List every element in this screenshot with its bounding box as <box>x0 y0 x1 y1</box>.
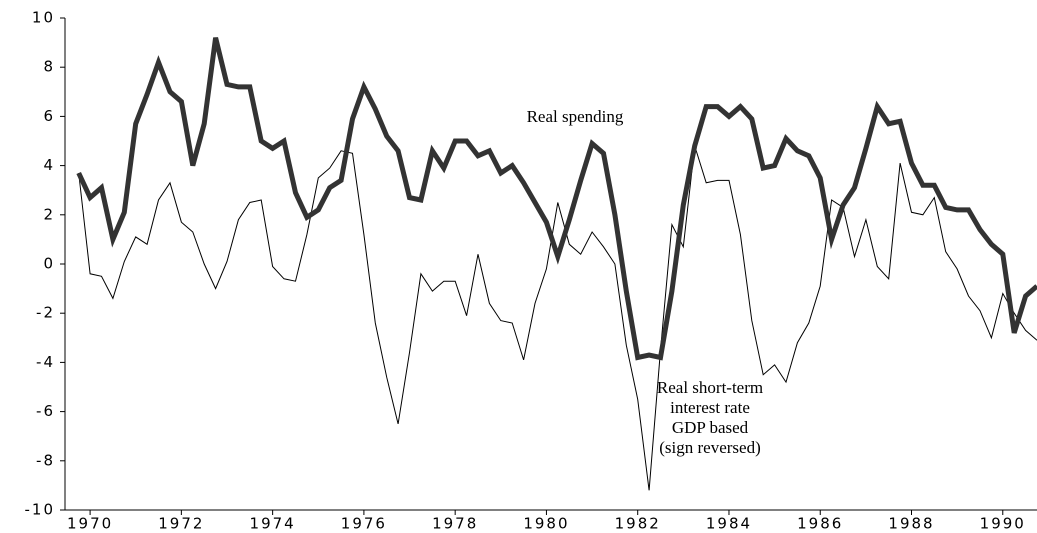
x-tick-label: 1978 <box>432 515 478 533</box>
annotation-line: Real short-term <box>657 378 763 397</box>
series-line <box>78 145 1037 491</box>
y-tick-label: -2 <box>36 304 55 322</box>
series-line <box>76 37 1037 361</box>
annotation: Real spending <box>527 107 624 126</box>
x-tick-label: 1974 <box>250 515 296 533</box>
y-tick-label: 8 <box>43 58 55 76</box>
annotation-line: GDP based <box>672 418 749 437</box>
x-tick-label: 1990 <box>980 515 1026 533</box>
y-tick-label: -6 <box>36 402 55 420</box>
y-tick-label: 4 <box>43 156 55 174</box>
x-tick-label: 1984 <box>706 515 752 533</box>
y-tick-label: -8 <box>36 451 55 469</box>
annotation-line: Real spending <box>527 107 624 126</box>
x-tick-label: 1982 <box>615 515 661 533</box>
x-tick-label: 1980 <box>523 515 569 533</box>
x-tick-label: 1976 <box>341 515 387 533</box>
y-tick-label: 10 <box>32 9 55 27</box>
annotation-line: interest rate <box>670 398 750 417</box>
x-tick-label: 1988 <box>888 515 934 533</box>
x-tick-label: 1986 <box>797 515 843 533</box>
annotation: Real short-term interest rate GDP based (si… <box>657 378 763 457</box>
y-tick-label: -10 <box>25 501 56 519</box>
annotation-line: (sign reversed) <box>659 438 761 457</box>
x-tick-label: 1972 <box>158 515 204 533</box>
y-tick-label: 2 <box>43 205 55 223</box>
y-tick-label: 0 <box>43 255 55 273</box>
y-tick-label: -4 <box>36 353 55 371</box>
x-tick-label: 1970 <box>67 515 113 533</box>
y-tick-label: 6 <box>43 107 55 125</box>
